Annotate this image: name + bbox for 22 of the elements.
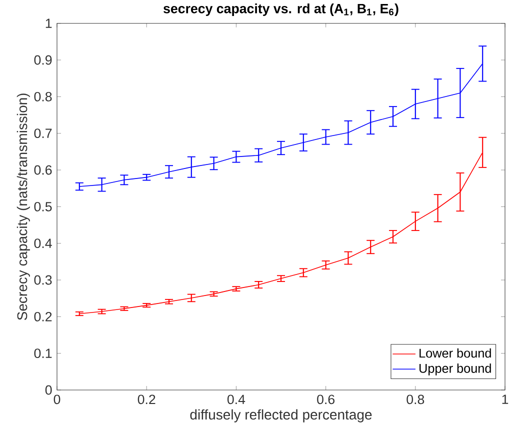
y-tick-label: 0.7 <box>34 128 52 138</box>
y-tick-label: 0.2 <box>34 312 52 322</box>
legend-label: Upper bound <box>420 364 491 376</box>
y-tick-label: 0 <box>45 385 52 395</box>
y-tick-label: 0.6 <box>34 165 52 175</box>
x-tick-label: 0.2 <box>138 394 156 404</box>
x-tick-label: 0.8 <box>406 394 424 404</box>
y-tick-label: 0.5 <box>34 202 52 212</box>
chart-title: secrecy capacity vs. rd at (A$_{1}$, B$_{1}$, E$_{6}$) <box>163 4 398 16</box>
y-tick-label: 0.9 <box>34 55 52 65</box>
y-tick-label: 0.8 <box>34 92 52 102</box>
x-tick-label: 0 <box>54 394 60 404</box>
legend-label: Lower bound <box>420 348 491 358</box>
y-axis-title: Secrecy capacity (nats/transmission) <box>16 94 30 320</box>
x-tick-label: 0.6 <box>317 394 334 404</box>
x-axis-title: diffusely reflected percentage <box>190 409 372 422</box>
y-tick-label: 0.4 <box>34 238 52 248</box>
y-tick-label: 0.1 <box>34 348 52 358</box>
y-tick-label: 1 <box>46 18 52 28</box>
y-tick-label: 0.3 <box>34 275 52 285</box>
x-tick-label: 1 <box>502 394 508 404</box>
x-tick-label: 0.4 <box>227 394 246 404</box>
